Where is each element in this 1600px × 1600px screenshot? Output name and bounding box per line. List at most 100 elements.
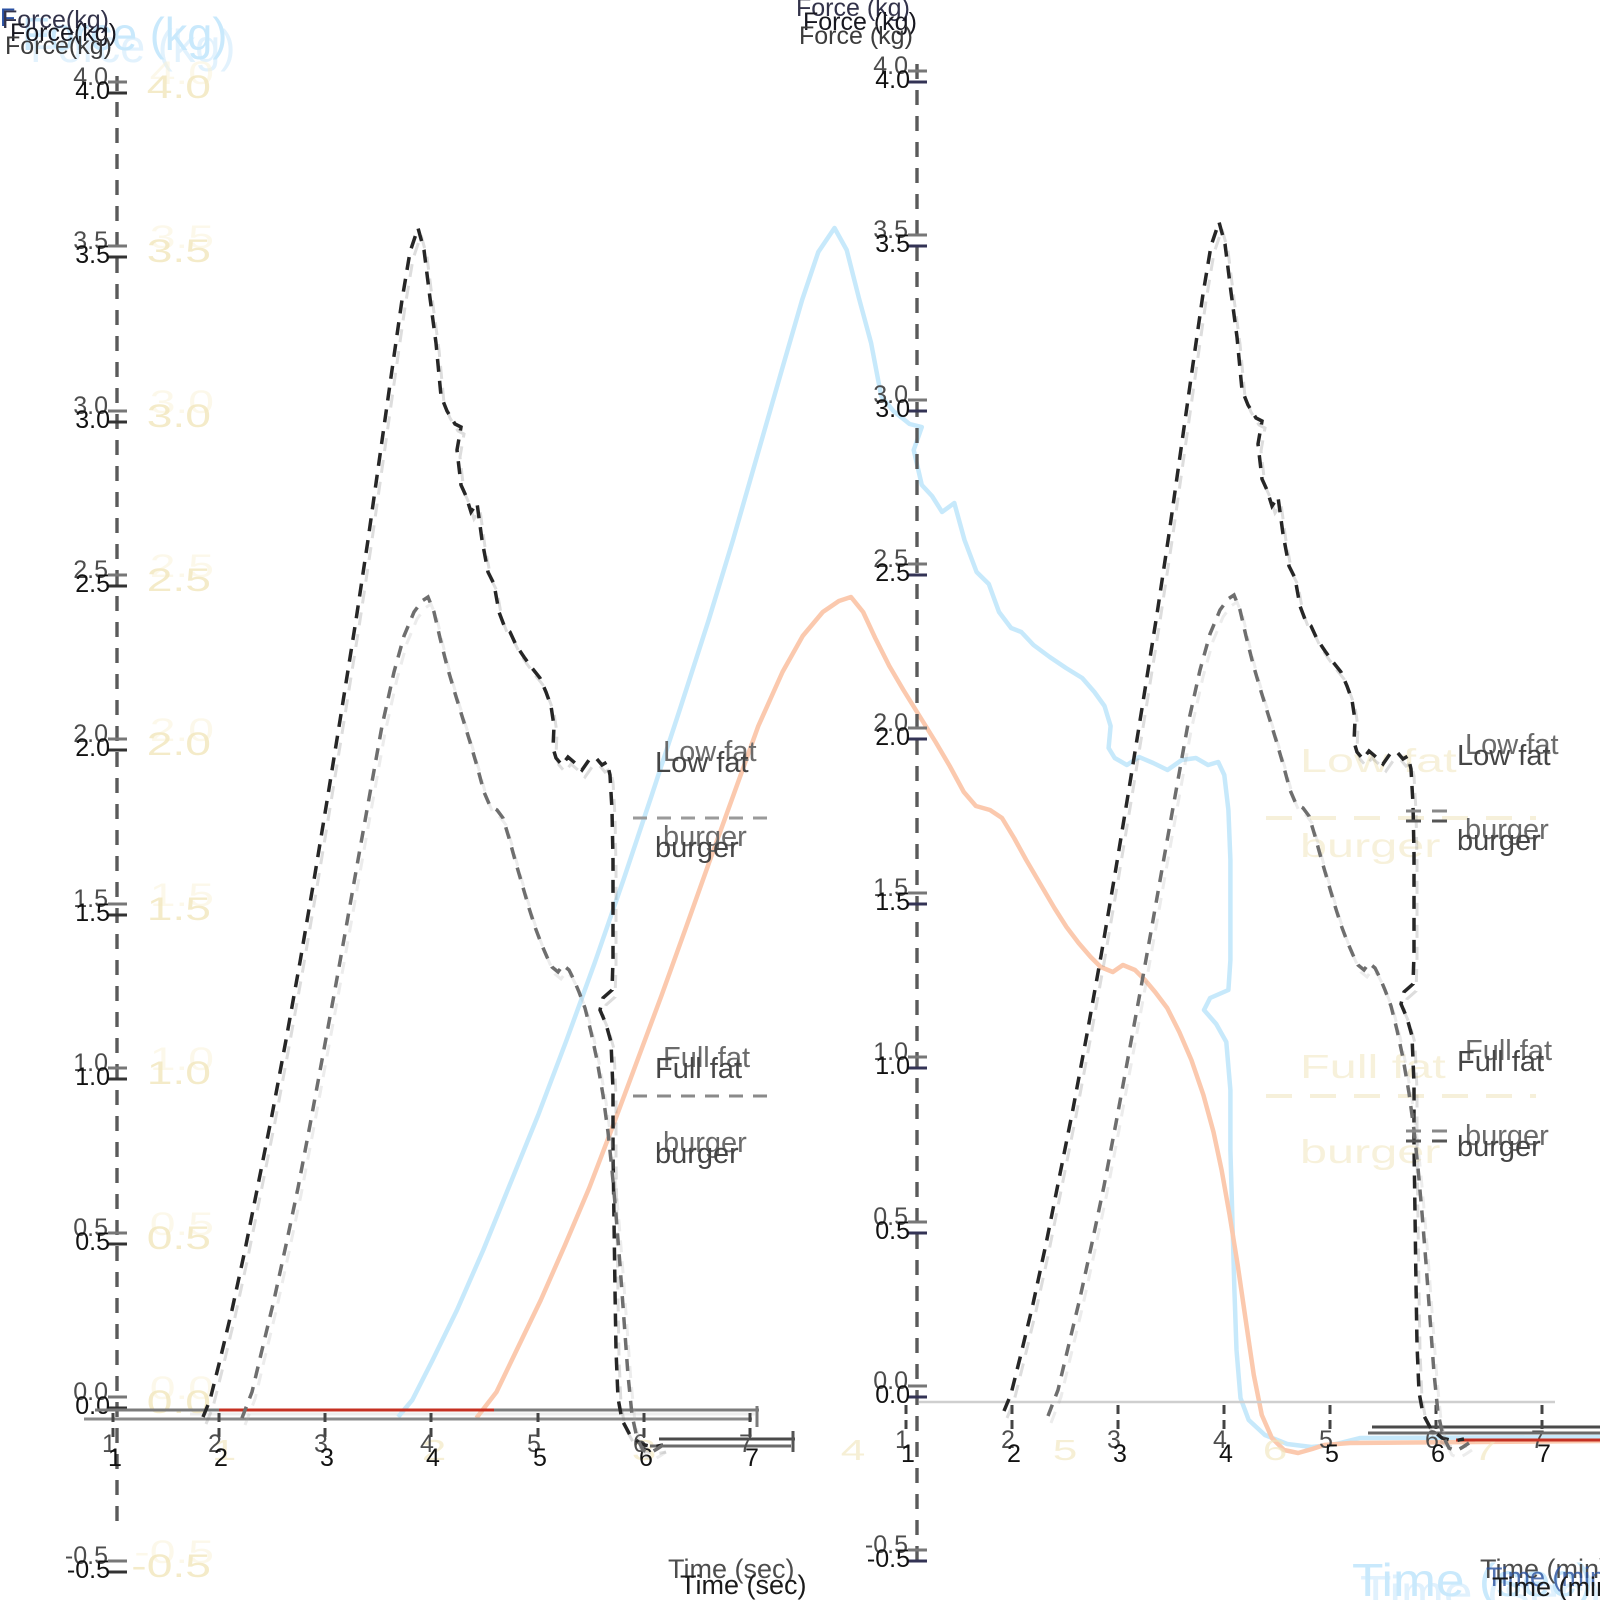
svg-text:1.0: 1.0 xyxy=(147,1056,211,1092)
svg-text:5: 5 xyxy=(1319,1426,1333,1454)
svg-text:Force (kg): Force (kg) xyxy=(796,0,910,22)
svg-text:burger: burger xyxy=(1457,825,1541,857)
svg-text:4.0: 4.0 xyxy=(873,52,908,80)
svg-text:0.0: 0.0 xyxy=(75,1392,110,1420)
svg-text:4: 4 xyxy=(426,1444,440,1472)
svg-text:1.0: 1.0 xyxy=(75,1063,110,1091)
svg-text:Full fat: Full fat xyxy=(1465,1035,1552,1067)
svg-text:6: 6 xyxy=(1263,1434,1288,1467)
svg-text:1.5: 1.5 xyxy=(873,874,908,902)
svg-text:7: 7 xyxy=(1537,1440,1551,1468)
svg-text:0.5: 0.5 xyxy=(147,1221,211,1257)
svg-text:2: 2 xyxy=(422,1434,447,1467)
svg-text:1: 1 xyxy=(895,1426,909,1454)
svg-text:3.5: 3.5 xyxy=(150,220,214,256)
svg-text:5: 5 xyxy=(1325,1440,1339,1468)
svg-text:1: 1 xyxy=(212,1434,237,1467)
svg-text:0.5: 0.5 xyxy=(73,1214,108,1242)
svg-text:2.5: 2.5 xyxy=(147,563,211,599)
svg-text:burger: burger xyxy=(1465,1120,1549,1152)
svg-text:7: 7 xyxy=(1473,1434,1498,1467)
svg-text:Low fat: Low fat xyxy=(1300,741,1457,779)
svg-text:3: 3 xyxy=(1113,1440,1127,1468)
svg-text:3.0: 3.0 xyxy=(73,392,108,420)
svg-text:4: 4 xyxy=(420,1430,434,1458)
svg-text:Force (kg): Force (kg) xyxy=(30,21,235,73)
svg-text:7: 7 xyxy=(739,1430,753,1458)
svg-text:3.5: 3.5 xyxy=(873,216,908,244)
svg-text:burger: burger xyxy=(663,821,747,853)
svg-text:2.5: 2.5 xyxy=(875,559,910,587)
svg-text:Full fat: Full fat xyxy=(1300,1047,1446,1085)
svg-text:2.0: 2.0 xyxy=(147,727,211,763)
svg-text:-0.5: -0.5 xyxy=(867,1545,910,1573)
svg-text:0.0: 0.0 xyxy=(873,1367,908,1395)
svg-text:3: 3 xyxy=(1107,1426,1121,1454)
svg-text:2.5: 2.5 xyxy=(150,549,214,585)
svg-text:4.0: 4.0 xyxy=(875,66,910,94)
svg-text:burger: burger xyxy=(663,1127,747,1159)
svg-text:1.0: 1.0 xyxy=(875,1052,910,1080)
svg-text:4.0: 4.0 xyxy=(75,77,110,105)
svg-text:Time (min): Time (min) xyxy=(1492,1572,1600,1600)
svg-text:2.0: 2.0 xyxy=(875,723,910,751)
svg-text:5: 5 xyxy=(1053,1434,1078,1467)
svg-text:Full fat: Full fat xyxy=(655,1053,742,1085)
svg-text:Low fat: Low fat xyxy=(663,736,757,768)
svg-text:7: 7 xyxy=(745,1444,759,1472)
svg-text:4.0: 4.0 xyxy=(73,63,108,91)
svg-text:2.5: 2.5 xyxy=(73,556,108,584)
svg-text:2.0: 2.0 xyxy=(75,734,110,762)
svg-text:3: 3 xyxy=(314,1430,328,1458)
svg-text:-0.5: -0.5 xyxy=(65,1542,108,1570)
svg-text:Time (sec): Time (sec) xyxy=(1352,1555,1593,1600)
svg-text:3.0: 3.0 xyxy=(150,385,214,421)
svg-text:5: 5 xyxy=(533,1444,547,1472)
svg-text:Time (sec): Time (sec) xyxy=(668,1554,795,1584)
svg-text:F: F xyxy=(0,4,15,32)
svg-text:2: 2 xyxy=(208,1430,222,1458)
svg-text:1: 1 xyxy=(102,1430,116,1458)
svg-text:3.0: 3.0 xyxy=(873,381,908,409)
svg-text:Full fat: Full fat xyxy=(1457,1046,1544,1078)
svg-text:0.0: 0.0 xyxy=(150,1371,214,1407)
svg-text:2.5: 2.5 xyxy=(873,545,908,573)
svg-text:4: 4 xyxy=(1219,1440,1233,1468)
svg-text:1: 1 xyxy=(901,1440,915,1468)
svg-text:-0.5: -0.5 xyxy=(134,1535,214,1571)
svg-text:Time (sec): Time (sec) xyxy=(680,1570,807,1600)
svg-text:Force (kg): Force (kg) xyxy=(799,22,913,50)
svg-text:2: 2 xyxy=(1001,1426,1015,1454)
svg-text:3.5: 3.5 xyxy=(75,241,110,269)
svg-text:2.0: 2.0 xyxy=(150,713,214,749)
svg-text:Time (min): Time (min) xyxy=(1480,1554,1600,1584)
svg-text:3.0: 3.0 xyxy=(875,395,910,423)
svg-text:3.5: 3.5 xyxy=(147,234,211,270)
svg-text:1.5: 1.5 xyxy=(147,892,211,928)
svg-text:Force(kg): Force(kg) xyxy=(2,6,109,34)
svg-text:1.0: 1.0 xyxy=(73,1049,108,1077)
svg-text:4.0: 4.0 xyxy=(147,70,211,106)
svg-text:1.5: 1.5 xyxy=(75,899,110,927)
svg-text:4: 4 xyxy=(841,1434,866,1467)
svg-text:Low fat: Low fat xyxy=(1457,740,1551,772)
svg-text:-0.5: -0.5 xyxy=(67,1556,110,1584)
svg-text:0.0: 0.0 xyxy=(147,1385,211,1421)
svg-text:burger: burger xyxy=(1300,826,1441,864)
svg-text:Force(kg): Force(kg) xyxy=(10,19,117,47)
svg-text:3.0: 3.0 xyxy=(147,399,211,435)
svg-text:1.5: 1.5 xyxy=(73,885,108,913)
svg-text:2.0: 2.0 xyxy=(73,720,108,748)
svg-text:2.5: 2.5 xyxy=(75,570,110,598)
svg-text:Force(kg): Force(kg) xyxy=(5,32,112,60)
svg-text:Time (min): Time (min) xyxy=(1486,1562,1600,1592)
svg-text:4: 4 xyxy=(1213,1426,1227,1454)
svg-text:1.0: 1.0 xyxy=(150,1042,214,1078)
svg-text:Force (kg): Force (kg) xyxy=(803,8,917,36)
svg-text:3.5: 3.5 xyxy=(875,230,910,258)
svg-text:Full fat: Full fat xyxy=(663,1042,750,1074)
svg-text:5: 5 xyxy=(527,1430,541,1458)
svg-text:1.5: 1.5 xyxy=(150,878,214,914)
svg-text:Time (sec): Time (sec) xyxy=(1360,1567,1600,1600)
svg-text:3: 3 xyxy=(320,1444,334,1472)
